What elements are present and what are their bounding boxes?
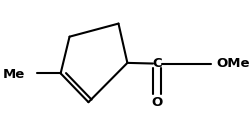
Text: O: O (151, 96, 162, 109)
Text: C: C (152, 57, 162, 70)
Text: OMe: OMe (216, 57, 249, 70)
Text: Me: Me (3, 67, 25, 81)
